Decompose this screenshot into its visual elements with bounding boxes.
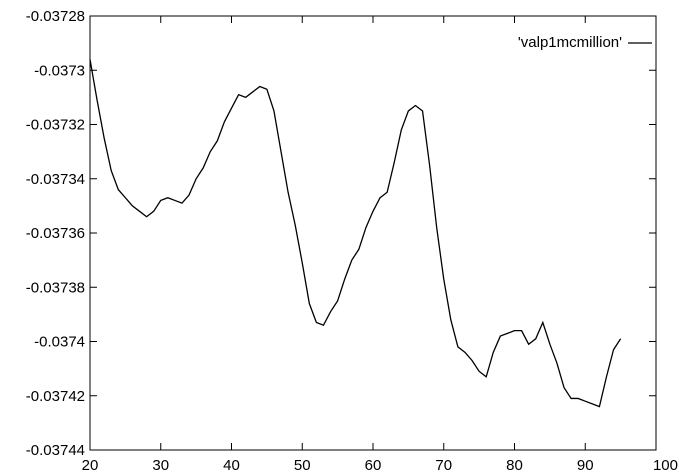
x-tick-label: 80 — [506, 457, 523, 474]
y-tick-label: -0.03728 — [26, 8, 85, 25]
x-tick-label: 60 — [365, 457, 382, 474]
y-tick-label: -0.0374 — [34, 334, 85, 351]
legend-label: 'valp1mcmillion' — [518, 34, 622, 51]
y-tick-label: -0.03734 — [26, 171, 85, 188]
x-tick-label: 50 — [294, 457, 311, 474]
y-tick-label: -0.03738 — [26, 279, 85, 296]
axis-ticks — [89, 15, 657, 451]
plot-frame — [89, 15, 657, 451]
x-tick-label: 40 — [223, 457, 240, 474]
y-tick-labels: -0.03728 -0.0373 -0.03732 -0.03734 -0.03736 -… — [26, 8, 85, 459]
x-tick-label: 90 — [577, 457, 594, 474]
y-tick-label: -0.03732 — [26, 117, 85, 134]
legend: 'valp1mcmillion' — [518, 34, 652, 51]
x-tick-labels: 20 30 40 50 60 70 80 90 100 — [82, 457, 678, 474]
y-tick-label: -0.0373 — [34, 62, 85, 79]
x-tick-label: 70 — [435, 457, 452, 474]
x-tick-label: 100 — [653, 457, 678, 474]
x-tick-label: 30 — [152, 457, 169, 474]
y-tick-label: -0.03744 — [26, 442, 85, 459]
series-line — [89, 59, 622, 408]
y-tick-label: -0.03742 — [26, 388, 85, 405]
y-tick-label: -0.03736 — [26, 225, 85, 242]
x-tick-label: 20 — [82, 457, 99, 474]
